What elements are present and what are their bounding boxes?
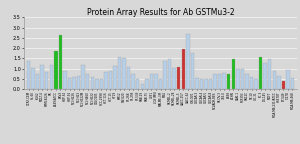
- Bar: [186, 34, 190, 89]
- Bar: [172, 68, 176, 89]
- Bar: [32, 68, 35, 89]
- Bar: [59, 35, 62, 89]
- Bar: [232, 59, 235, 89]
- Bar: [27, 61, 30, 89]
- Bar: [45, 72, 49, 89]
- Bar: [95, 79, 98, 89]
- Bar: [77, 76, 80, 89]
- Title: Protein Array Results for Ab GSTMu3-2: Protein Array Results for Ab GSTMu3-2: [87, 7, 234, 17]
- Bar: [227, 74, 230, 89]
- Bar: [218, 74, 221, 89]
- Bar: [81, 65, 85, 89]
- Bar: [150, 74, 153, 89]
- Bar: [136, 79, 140, 89]
- Bar: [213, 74, 217, 89]
- Bar: [122, 58, 126, 89]
- Bar: [250, 76, 253, 89]
- Bar: [268, 59, 272, 89]
- Bar: [241, 69, 244, 89]
- Bar: [159, 79, 162, 89]
- Bar: [40, 65, 44, 89]
- Bar: [291, 78, 294, 89]
- Bar: [254, 79, 258, 89]
- Bar: [118, 57, 121, 89]
- Bar: [223, 73, 226, 89]
- Bar: [127, 67, 130, 89]
- Bar: [131, 74, 135, 89]
- Bar: [204, 79, 208, 89]
- Bar: [100, 79, 103, 89]
- Bar: [245, 74, 249, 89]
- Bar: [68, 78, 71, 89]
- Bar: [163, 61, 167, 89]
- Bar: [54, 51, 58, 89]
- Bar: [104, 72, 108, 89]
- Bar: [259, 57, 262, 89]
- Bar: [182, 49, 185, 89]
- Bar: [113, 66, 117, 89]
- Bar: [109, 71, 112, 89]
- Bar: [286, 70, 290, 89]
- Bar: [177, 67, 180, 89]
- Bar: [72, 76, 76, 89]
- Bar: [50, 65, 53, 89]
- Bar: [200, 79, 203, 89]
- Bar: [209, 79, 212, 89]
- Bar: [263, 62, 267, 89]
- Bar: [63, 71, 67, 89]
- Bar: [272, 71, 276, 89]
- Bar: [236, 69, 240, 89]
- Bar: [91, 76, 94, 89]
- Bar: [145, 79, 148, 89]
- Bar: [36, 74, 39, 89]
- Bar: [282, 81, 285, 89]
- Bar: [86, 74, 89, 89]
- Bar: [154, 74, 158, 89]
- Bar: [141, 84, 144, 89]
- Bar: [168, 59, 171, 89]
- Bar: [190, 53, 194, 89]
- Bar: [195, 78, 199, 89]
- Bar: [277, 76, 280, 89]
